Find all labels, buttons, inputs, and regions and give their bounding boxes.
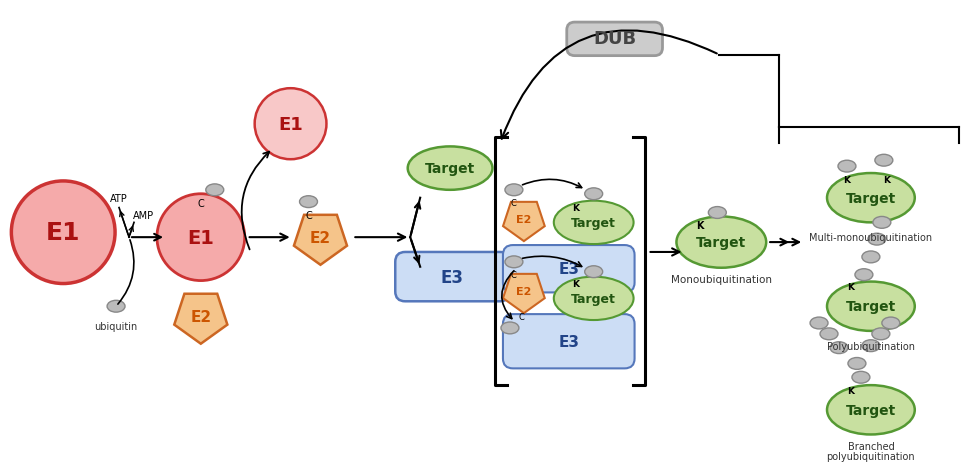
Ellipse shape <box>584 266 602 278</box>
Text: C: C <box>518 312 524 321</box>
Text: E3: E3 <box>558 262 578 276</box>
Text: K: K <box>847 386 854 395</box>
Polygon shape <box>503 202 545 242</box>
Ellipse shape <box>809 318 828 329</box>
Text: E3: E3 <box>558 334 578 350</box>
FancyBboxPatch shape <box>394 252 510 301</box>
FancyBboxPatch shape <box>566 23 662 56</box>
Polygon shape <box>174 294 227 344</box>
Ellipse shape <box>867 234 885 245</box>
Ellipse shape <box>819 328 837 340</box>
Text: Monoubiquitination: Monoubiquitination <box>671 274 771 284</box>
Ellipse shape <box>872 217 890 229</box>
Text: Target: Target <box>845 403 895 417</box>
Text: E2: E2 <box>516 287 531 297</box>
Text: K: K <box>572 280 578 288</box>
Text: polyubiquitination: polyubiquitination <box>826 451 915 461</box>
Text: Target: Target <box>571 292 615 305</box>
Text: E2: E2 <box>516 215 531 225</box>
Ellipse shape <box>500 322 518 334</box>
Text: C: C <box>305 211 312 221</box>
Text: Polyubiquitination: Polyubiquitination <box>826 341 914 351</box>
Text: DUB: DUB <box>592 30 636 48</box>
Text: Target: Target <box>845 191 895 205</box>
Ellipse shape <box>505 257 522 268</box>
Ellipse shape <box>871 328 889 340</box>
Ellipse shape <box>827 385 914 435</box>
Text: K: K <box>883 176 890 185</box>
Circle shape <box>157 194 244 281</box>
Circle shape <box>12 181 115 284</box>
Ellipse shape <box>829 342 847 354</box>
Text: K: K <box>843 176 850 185</box>
Polygon shape <box>503 274 545 313</box>
Text: Target: Target <box>845 300 895 313</box>
Ellipse shape <box>847 358 865 369</box>
Text: C: C <box>198 198 204 208</box>
Text: K: K <box>847 282 854 291</box>
Ellipse shape <box>854 269 872 281</box>
Ellipse shape <box>205 184 224 196</box>
FancyBboxPatch shape <box>503 245 634 293</box>
Ellipse shape <box>827 174 914 223</box>
Text: ubiquitin: ubiquitin <box>94 321 138 331</box>
Ellipse shape <box>861 340 879 352</box>
Ellipse shape <box>299 196 317 208</box>
Text: Target: Target <box>424 162 475 176</box>
Ellipse shape <box>707 207 726 219</box>
Ellipse shape <box>827 282 914 331</box>
Ellipse shape <box>553 201 633 244</box>
Ellipse shape <box>861 251 879 263</box>
Ellipse shape <box>553 277 633 320</box>
Ellipse shape <box>505 184 522 196</box>
Ellipse shape <box>584 188 602 200</box>
Text: E3: E3 <box>440 268 463 286</box>
Text: E1: E1 <box>46 221 80 245</box>
Ellipse shape <box>107 300 125 313</box>
Text: C: C <box>511 270 516 280</box>
Ellipse shape <box>851 371 869 383</box>
Text: AMP: AMP <box>134 211 154 221</box>
Text: E1: E1 <box>187 228 214 247</box>
Ellipse shape <box>874 155 891 167</box>
Text: Target: Target <box>696 236 746 250</box>
Text: E1: E1 <box>278 115 302 133</box>
Circle shape <box>255 89 327 160</box>
Text: C: C <box>511 199 516 208</box>
Text: Multi-monoubiquitination: Multi-monoubiquitination <box>808 233 931 243</box>
Text: E2: E2 <box>309 230 330 245</box>
Text: E2: E2 <box>190 309 211 324</box>
Ellipse shape <box>881 318 899 329</box>
FancyBboxPatch shape <box>503 314 634 369</box>
Polygon shape <box>294 215 347 265</box>
Text: ATP: ATP <box>110 193 128 203</box>
Text: K: K <box>695 221 703 231</box>
Text: Branched: Branched <box>847 441 893 451</box>
Ellipse shape <box>407 147 492 190</box>
Ellipse shape <box>837 161 855 173</box>
Text: K: K <box>572 204 578 213</box>
Text: Target: Target <box>571 216 615 229</box>
Ellipse shape <box>675 217 766 268</box>
